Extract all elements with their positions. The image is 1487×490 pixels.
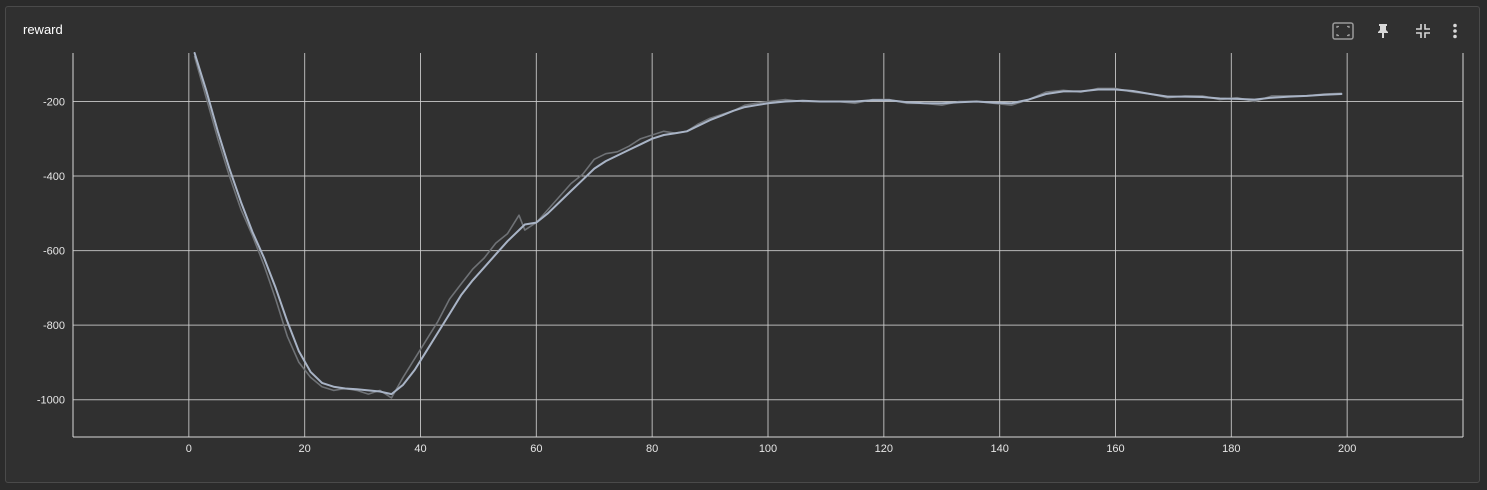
- x-tick-label: 160: [1106, 443, 1124, 455]
- y-tick-label: -600: [43, 246, 65, 258]
- y-tick-label: -400: [43, 171, 65, 183]
- y-tick-label: -800: [43, 320, 65, 332]
- x-tick-label: 80: [646, 443, 658, 455]
- card-title: reward: [23, 22, 63, 37]
- scalar-card: reward: [5, 6, 1480, 483]
- collapse-icon[interactable]: [1411, 19, 1435, 43]
- x-tick-label: 140: [990, 443, 1008, 455]
- pin-icon[interactable]: [1371, 19, 1395, 43]
- x-tick-label: 200: [1338, 443, 1356, 455]
- x-tick-label: 120: [875, 443, 893, 455]
- x-tick-label: 0: [186, 443, 192, 455]
- x-tick-label: 20: [299, 443, 311, 455]
- fit-domain-icon[interactable]: [1331, 19, 1355, 43]
- y-tick-label: -200: [43, 96, 65, 108]
- x-tick-label: 40: [414, 443, 426, 455]
- x-tick-label: 180: [1222, 443, 1240, 455]
- x-tick-label: 60: [530, 443, 542, 455]
- smoothed-series-line: [193, 52, 1343, 396]
- x-tick-label: 100: [759, 443, 777, 455]
- y-tick-label: -1000: [37, 395, 65, 407]
- more-vert-icon[interactable]: [1443, 19, 1467, 43]
- card-toolbar: [1331, 19, 1467, 43]
